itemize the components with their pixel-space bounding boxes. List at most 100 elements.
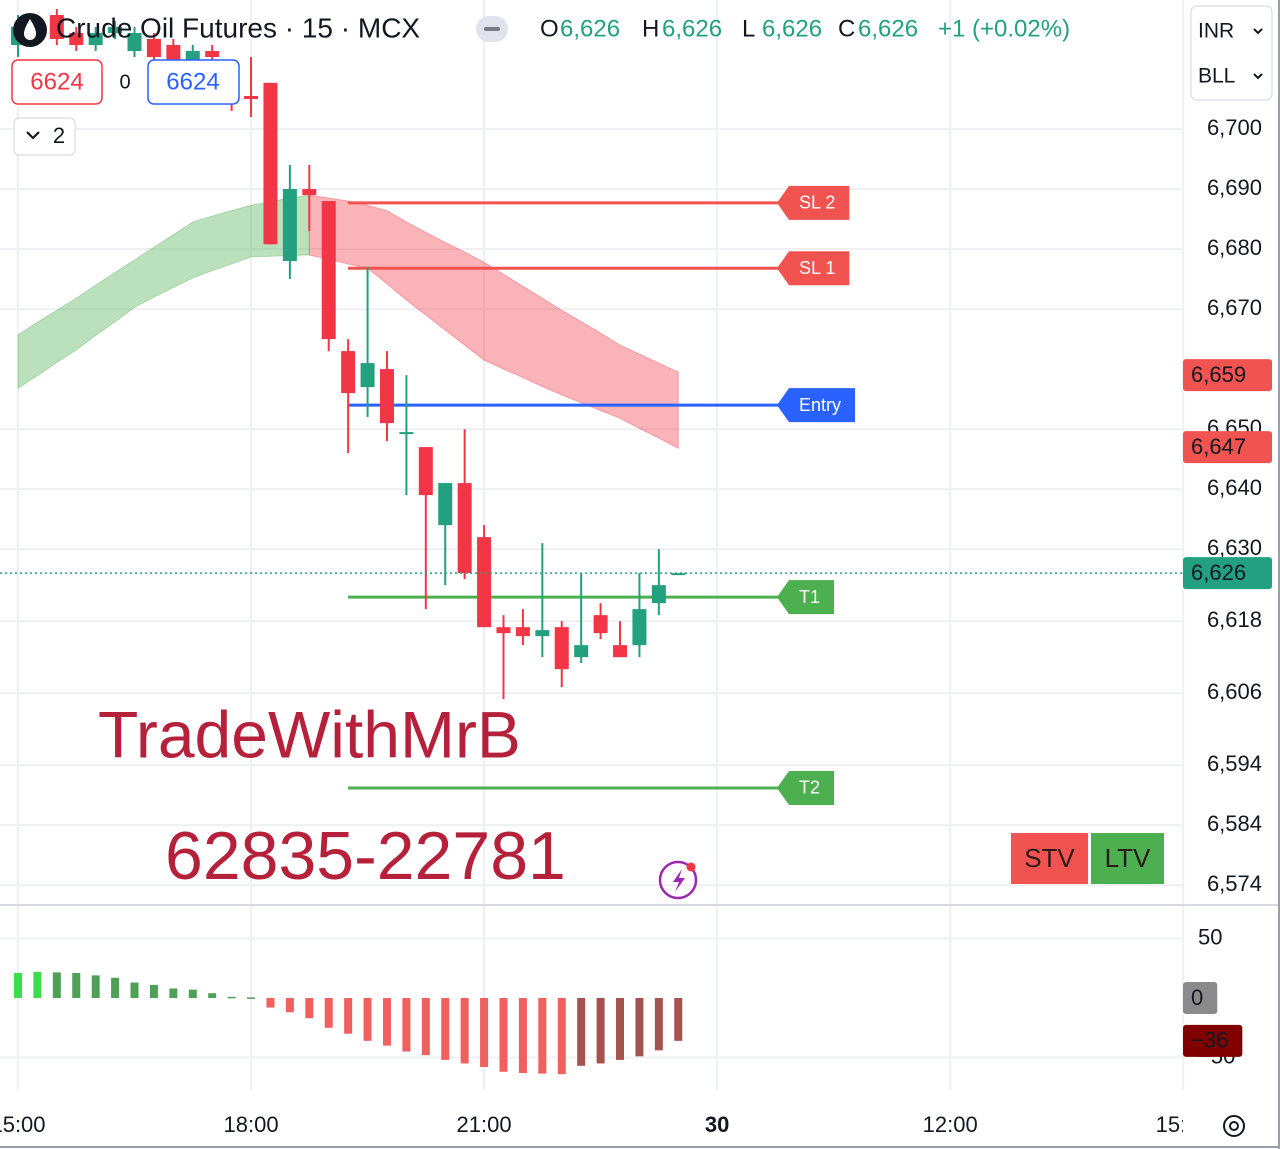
histogram-bar bbox=[149, 984, 158, 998]
price-tag-label: 0 bbox=[1191, 985, 1203, 1010]
candle-body bbox=[438, 483, 453, 526]
candle-body bbox=[632, 609, 647, 646]
candle-body bbox=[88, 33, 103, 46]
histogram-bar bbox=[52, 972, 61, 998]
histogram-bar bbox=[188, 989, 197, 998]
strategy-button[interactable] bbox=[1011, 833, 1088, 884]
histogram-bar bbox=[130, 982, 139, 998]
ohlc-key: O bbox=[540, 15, 559, 42]
settings-icon[interactable] bbox=[1223, 1115, 1245, 1137]
strategy-button[interactable] bbox=[1091, 833, 1164, 884]
histogram-bar bbox=[674, 997, 683, 1041]
level-label: SL 1 bbox=[799, 258, 835, 278]
histogram-bar bbox=[421, 997, 430, 1056]
currency-unit-box[interactable] bbox=[1190, 5, 1273, 101]
buy-button[interactable] bbox=[147, 59, 240, 105]
histogram-bar bbox=[324, 997, 333, 1028]
symbol-logo-drop bbox=[24, 19, 36, 40]
candle-body bbox=[146, 39, 161, 58]
histogram-bar bbox=[441, 997, 450, 1060]
x-tick-label: 21:00 bbox=[457, 1112, 512, 1137]
candle-body bbox=[651, 585, 666, 604]
y-tick-label: 6,574 bbox=[1207, 871, 1262, 896]
candle-body bbox=[379, 369, 394, 424]
y-tick-label: 6,670 bbox=[1207, 295, 1262, 320]
price-tag-label: 6,626 bbox=[1191, 560, 1246, 585]
level-label: T2 bbox=[799, 778, 820, 798]
ohlc-key: C bbox=[838, 15, 855, 42]
histogram-bar bbox=[344, 997, 353, 1034]
histogram-bar bbox=[596, 997, 605, 1064]
y-tick-label: 6,700 bbox=[1207, 115, 1262, 140]
level-tag-box bbox=[777, 251, 850, 286]
candle-body bbox=[282, 189, 297, 262]
candle-body bbox=[496, 627, 511, 634]
histogram-bar bbox=[577, 997, 586, 1066]
x-tick-label: 15:00 bbox=[1156, 1112, 1211, 1137]
sell-price: 6624 bbox=[30, 68, 83, 95]
ohlc-value: 6,626 bbox=[560, 15, 620, 42]
candle-body bbox=[108, 27, 123, 34]
histogram-bar bbox=[480, 997, 489, 1068]
spread: 0 bbox=[119, 71, 130, 93]
price-tag-box bbox=[1183, 557, 1272, 590]
x-tick-label: 18:00 bbox=[224, 1112, 279, 1137]
histogram-bar bbox=[635, 997, 644, 1057]
strategy-label: LTV bbox=[1105, 843, 1151, 873]
histogram-bar bbox=[460, 997, 469, 1064]
sell-button[interactable] bbox=[11, 59, 103, 105]
level-tag-box bbox=[777, 580, 835, 615]
level-label: Entry bbox=[799, 395, 841, 415]
header: Crude Oil Futures · 15 · MCX O 6,626 H 6,62… bbox=[13, 12, 1070, 47]
watermark: TradeWithMrB bbox=[98, 697, 521, 771]
candle-body bbox=[321, 201, 336, 340]
candle-body bbox=[127, 33, 142, 52]
band-area bbox=[308, 194, 679, 450]
chevron bbox=[1253, 28, 1263, 35]
candle-body bbox=[341, 351, 356, 394]
candle-body bbox=[302, 189, 317, 196]
histogram-bar bbox=[654, 997, 663, 1051]
overlay: TradeWithMrB 62835-22781 STV LTV bbox=[98, 697, 1164, 900]
phone: 62835-22781 bbox=[165, 818, 566, 894]
candle-body bbox=[535, 630, 550, 637]
candle-body bbox=[69, 33, 84, 46]
chart-title: Crude Oil Futures · 15 · MCX bbox=[56, 12, 420, 43]
histogram-bar bbox=[91, 975, 100, 998]
level-tag: T2 bbox=[777, 770, 835, 805]
level-tag-box bbox=[777, 388, 856, 423]
histogram-bar bbox=[557, 997, 566, 1075]
histogram-bar bbox=[247, 997, 256, 999]
indicators-toggle[interactable] bbox=[13, 117, 76, 156]
alert-icon[interactable] bbox=[658, 860, 698, 900]
candle-body bbox=[515, 627, 530, 637]
y-tick-label: 6,630 bbox=[1207, 535, 1262, 560]
price-tag-box bbox=[1183, 359, 1272, 392]
price-tag-box bbox=[1183, 1024, 1243, 1057]
candle-body bbox=[263, 82, 278, 245]
level-tag: SL 1 bbox=[777, 251, 850, 286]
toolbar: 6624 0 6624 2 INR BLL bbox=[11, 5, 1273, 156]
candle-body bbox=[457, 483, 472, 574]
level-label: SL 2 bbox=[799, 193, 835, 213]
alert-bolt bbox=[673, 869, 685, 892]
level-tag-box bbox=[777, 185, 850, 220]
histogram-bar bbox=[382, 997, 391, 1046]
ohlc-value: 6,626 bbox=[762, 15, 822, 42]
x-tick-label: 15:00 bbox=[0, 1112, 46, 1137]
histogram-bar bbox=[33, 971, 42, 998]
histogram-bar bbox=[616, 997, 625, 1060]
histogram-bar bbox=[169, 988, 178, 998]
candle-body bbox=[244, 96, 259, 100]
candle-body bbox=[613, 645, 628, 658]
x-tick-label: 30 bbox=[705, 1112, 729, 1137]
price-tag-box bbox=[1183, 981, 1218, 1014]
ohlc-change: +1 (+0.02%) bbox=[938, 15, 1070, 42]
histogram-bar bbox=[518, 997, 527, 1073]
y-tick-label: 6,584 bbox=[1207, 811, 1262, 836]
candle-body bbox=[593, 615, 608, 634]
histogram-bar bbox=[72, 973, 81, 998]
candle-body bbox=[205, 51, 220, 58]
chevron bbox=[1253, 73, 1263, 80]
candle-body bbox=[399, 432, 414, 435]
